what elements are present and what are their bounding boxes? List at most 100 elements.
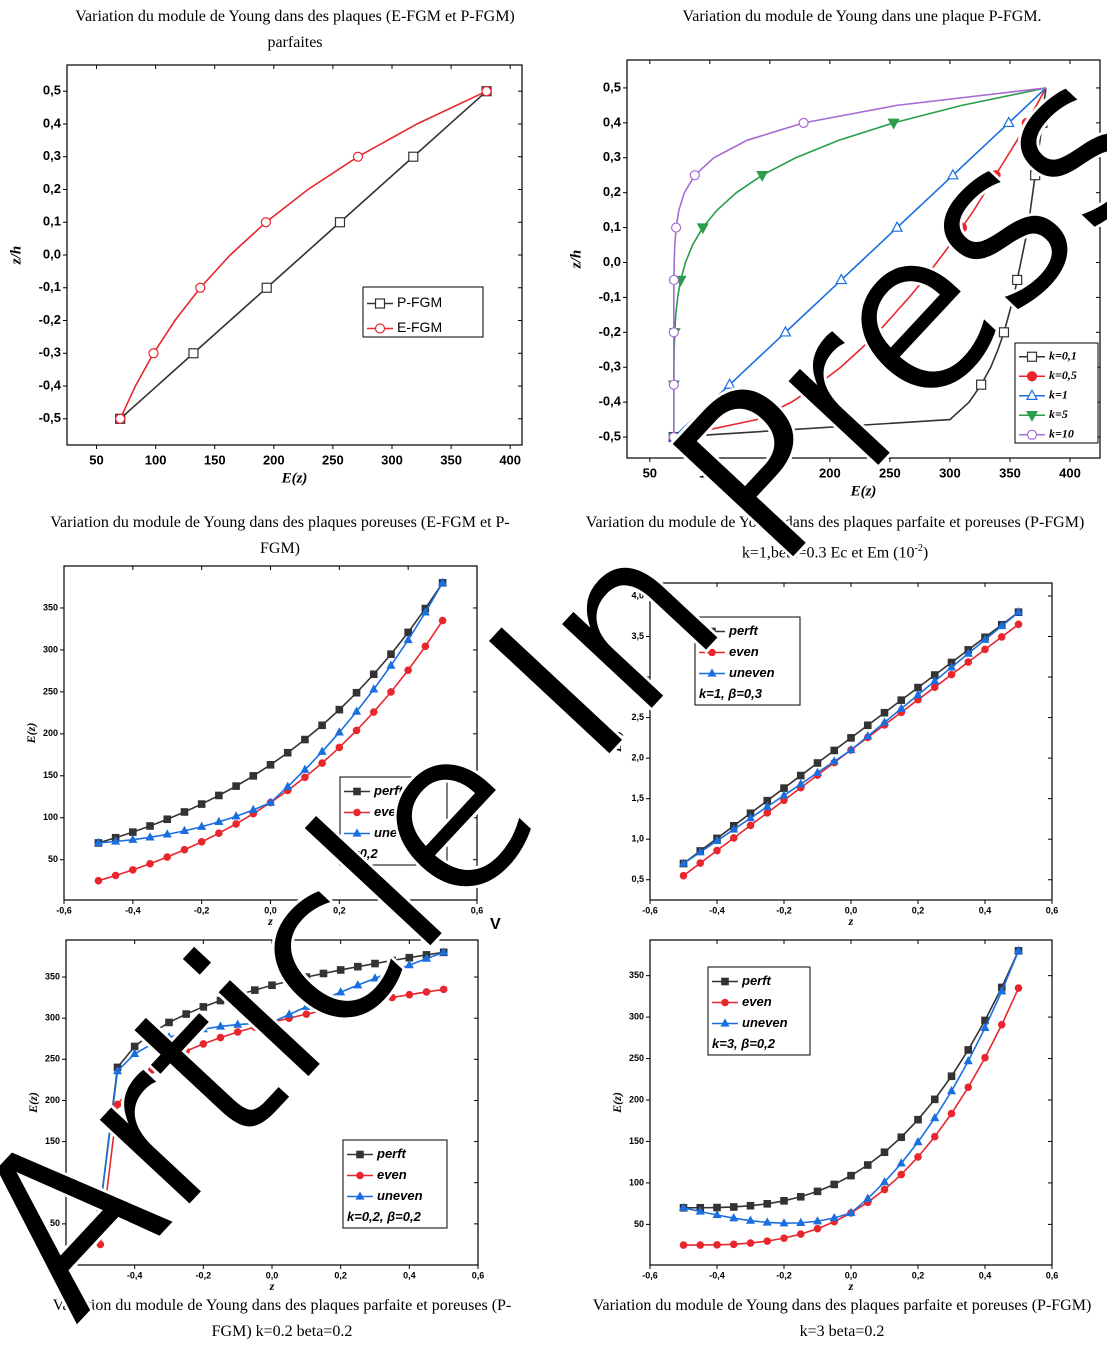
y-tick-label: 0,0 xyxy=(603,254,621,269)
marker xyxy=(188,348,199,359)
marker xyxy=(231,811,241,820)
marker xyxy=(233,1019,243,1028)
marker xyxy=(369,708,378,716)
marker xyxy=(947,670,956,679)
marker xyxy=(729,834,738,842)
legend-label: even xyxy=(742,994,772,1009)
marker xyxy=(846,1207,856,1217)
marker xyxy=(1013,607,1024,616)
marker xyxy=(148,348,159,359)
legend-label: perft xyxy=(373,783,404,798)
y-axis-label: E(z) xyxy=(610,731,624,753)
marker xyxy=(712,835,722,844)
x-tick-label: 50 xyxy=(89,452,103,467)
marker xyxy=(896,703,906,712)
marker xyxy=(914,1153,922,1161)
marker xyxy=(812,379,823,390)
marker xyxy=(872,327,884,338)
x-tick-label: -0,4 xyxy=(127,1270,143,1280)
marker xyxy=(147,1038,157,1048)
y-tick-label: -0,5 xyxy=(39,410,61,425)
marker xyxy=(404,960,414,969)
marker xyxy=(863,1193,873,1202)
y-tick-label: 100 xyxy=(43,812,58,822)
y-tick-label: 350 xyxy=(629,970,644,980)
marker xyxy=(354,999,362,1008)
y-tick-label: 300 xyxy=(629,1011,644,1021)
marker xyxy=(405,953,414,962)
legend-marker xyxy=(374,298,386,309)
marker xyxy=(197,838,206,846)
x-tick-label: 250 xyxy=(322,452,344,467)
legend-marker xyxy=(1026,371,1038,382)
marker xyxy=(199,1040,208,1048)
marker xyxy=(129,866,137,874)
marker xyxy=(1030,170,1041,181)
marker xyxy=(128,834,138,843)
marker xyxy=(796,1230,805,1238)
x-tick-label: 0,4 xyxy=(979,905,992,915)
marker xyxy=(334,727,344,736)
legend-marker xyxy=(353,787,361,796)
y-tick-label: 350 xyxy=(43,602,58,612)
marker xyxy=(216,1033,225,1042)
marker xyxy=(268,981,276,990)
marker xyxy=(695,1206,705,1215)
x-tick-label: -0,4 xyxy=(709,905,725,915)
y-tick-label: 0,5 xyxy=(603,79,621,94)
x-tick-label: 0,2 xyxy=(912,905,925,915)
marker xyxy=(729,1203,738,1211)
marker xyxy=(679,871,688,880)
legend-marker xyxy=(720,1018,730,1027)
marker xyxy=(746,1201,755,1210)
marker xyxy=(713,1241,721,1249)
y-tick-label: 350 xyxy=(45,971,60,981)
y-tick-label: 150 xyxy=(629,1136,644,1146)
y-tick-label: 0,5 xyxy=(43,83,61,98)
marker xyxy=(197,800,206,808)
marker xyxy=(318,721,326,730)
y-tick-label: -0,4 xyxy=(599,394,622,409)
marker xyxy=(956,222,968,233)
marker xyxy=(302,973,311,981)
y-tick-label: -0,1 xyxy=(599,289,621,304)
marker xyxy=(352,688,361,697)
marker xyxy=(336,987,346,996)
marker xyxy=(679,1241,688,1249)
marker xyxy=(404,628,412,637)
marker xyxy=(145,832,155,841)
marker xyxy=(481,86,492,97)
legend-label: k=5 xyxy=(1049,407,1068,421)
y-tick-label: 250 xyxy=(629,1053,644,1063)
title-text: Variation du module de Young dans des pl… xyxy=(75,8,515,51)
marker xyxy=(695,847,705,856)
marker xyxy=(336,1003,345,1011)
marker xyxy=(1014,620,1023,629)
marker xyxy=(964,1083,973,1092)
marker xyxy=(729,824,739,833)
x-tick-label: -0,4 xyxy=(709,1270,725,1280)
marker xyxy=(913,689,923,699)
legend-marker xyxy=(355,1191,365,1200)
marker xyxy=(763,1237,772,1245)
marker xyxy=(1037,117,1048,128)
legend-marker xyxy=(1026,389,1038,400)
marker xyxy=(318,994,329,1003)
marker xyxy=(387,650,395,658)
chart-panel: -0,6 -0,4 -0,2 0,0 0,2 0,4 0,6 0,5 1,0 1,5 2,0 2,5 3… xyxy=(610,582,1058,928)
legend-label: uneven xyxy=(742,1015,788,1030)
x-tick-label: 0,0 xyxy=(845,905,858,915)
marker xyxy=(115,413,126,424)
marker xyxy=(130,1042,139,1051)
x-tick-label: 350 xyxy=(440,452,462,467)
marker xyxy=(265,797,276,806)
x-axis-label: E(z) xyxy=(281,470,308,486)
x-tick-label: 250 xyxy=(879,465,901,480)
marker xyxy=(199,1003,208,1011)
marker xyxy=(746,1239,755,1247)
legend-note: β=0,2 xyxy=(343,846,379,861)
y-tick-label: 150 xyxy=(45,1136,60,1146)
y-tick-label: 0,4 xyxy=(603,114,622,129)
marker xyxy=(668,431,679,443)
